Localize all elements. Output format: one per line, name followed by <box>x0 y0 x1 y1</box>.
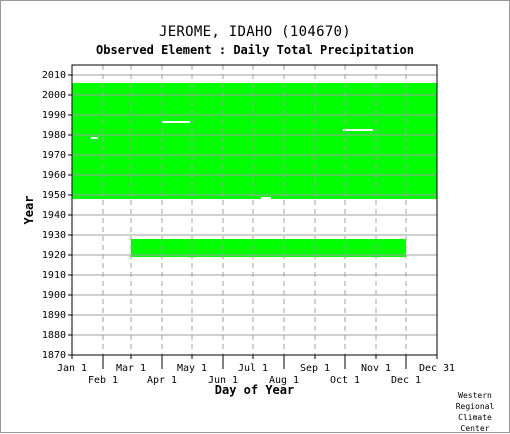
credit-line: Climate <box>458 413 492 422</box>
x-tick-label: Sep 1 <box>300 363 330 374</box>
wrcc-credit: Western Regional Climate Center <box>452 390 498 434</box>
chart-subtitle: Observed Element : Daily Total Precipita… <box>96 43 414 57</box>
y-tick-label: 1910 <box>42 270 66 281</box>
x-tick-label: Dec 1 <box>391 375 421 386</box>
y-axis-title: Year <box>22 196 36 225</box>
x-tick-label: Jun 1 <box>208 375 238 386</box>
x-tick-label: Jul 1 <box>238 363 268 374</box>
data-block <box>131 239 406 257</box>
y-tick-label: 1880 <box>42 330 66 341</box>
y-tick-label: 1980 <box>42 130 66 141</box>
y-tick-label: 2010 <box>42 70 66 81</box>
x-tick-label: Oct 1 <box>330 375 360 386</box>
data-gap <box>261 197 271 199</box>
data-gap <box>343 129 373 131</box>
x-axis-title: Day of Year <box>215 383 294 397</box>
x-tick-label: Aug 1 <box>269 375 299 386</box>
y-tick-label: 1870 <box>42 350 66 361</box>
data-block <box>72 83 437 199</box>
y-tick-label: 1960 <box>42 170 66 181</box>
y-tick-label: 1900 <box>42 290 66 301</box>
x-tick-label: Feb 1 <box>88 375 118 386</box>
x-tick-label: Apr 1 <box>147 375 177 386</box>
y-tick-label: 1930 <box>42 230 66 241</box>
x-tick-label: Nov 1 <box>361 363 391 374</box>
chart-title: JEROME, IDAHO (104670) <box>158 24 352 40</box>
x-tick-label: May 1 <box>177 363 207 374</box>
plot-border <box>71 64 438 356</box>
y-tick-label: 1890 <box>42 310 66 321</box>
x-tick-label: Jan 1 <box>57 363 87 374</box>
y-tick-label: 2000 <box>42 90 66 101</box>
x-tick-label: Mar 1 <box>116 363 146 374</box>
data-gap <box>162 121 190 123</box>
data-gap <box>91 137 98 139</box>
y-tick-label: 1970 <box>42 150 66 161</box>
data-layer <box>72 83 437 257</box>
credit-line: Center <box>460 424 490 433</box>
x-tick-label: Dec 31 <box>419 363 455 374</box>
credit-line: Regional <box>455 402 495 411</box>
y-tick-label: 1990 <box>42 110 66 121</box>
y-tick-label: 1920 <box>42 250 66 261</box>
y-tick-layer: 2010 2000 1990 1980 1970 1960 1950 1940 1930 1920… <box>42 70 72 361</box>
y-tick-label: 1940 <box>42 210 66 221</box>
grid-layer <box>72 65 437 355</box>
credit-line: Western <box>458 391 492 400</box>
y-tick-label: 1950 <box>42 190 66 201</box>
